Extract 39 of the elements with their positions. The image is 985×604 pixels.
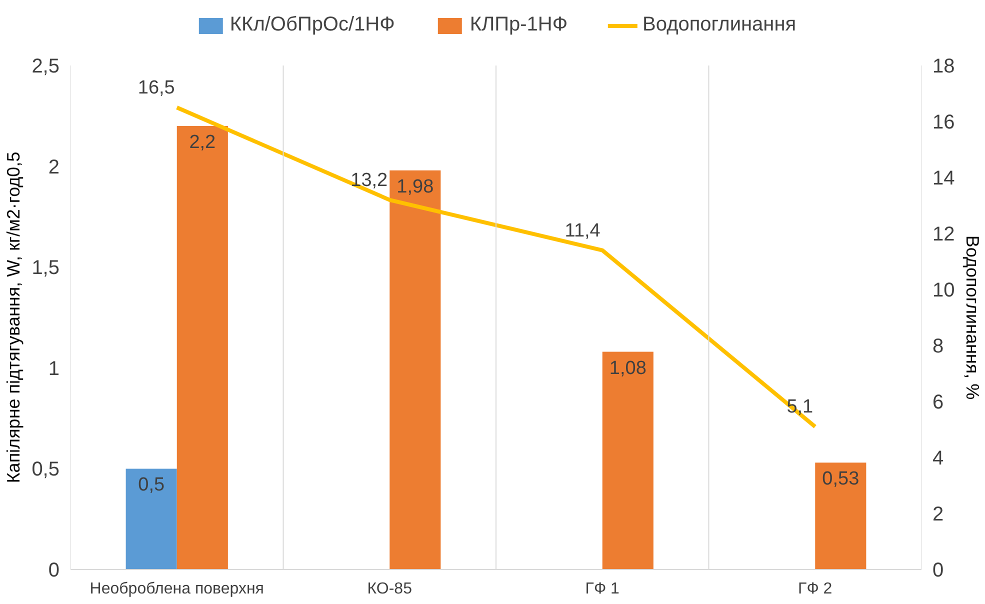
data-label: 0,53	[822, 468, 860, 490]
y-tick-label: 1,5	[32, 257, 60, 280]
y2-tick-label: 4	[932, 448, 944, 470]
y2-tick-label: 16	[932, 112, 955, 134]
y2-tick-label: 2	[932, 504, 944, 526]
legend-label: ККл/ОбПрОс/1НФ	[230, 14, 395, 36]
y2-tick-label: 18	[932, 56, 955, 78]
y2-tick-label: 10	[932, 280, 955, 302]
data-label: 1,98	[396, 176, 434, 198]
data-label: 1,08	[609, 358, 646, 379]
y-axis-title: Капілярне підтягування, W, кг/м2·год0,5	[4, 152, 24, 484]
x-tick-label: ГФ 1	[585, 580, 620, 598]
data-label: 16,5	[138, 78, 175, 98]
data-label: 11,4	[564, 220, 601, 242]
y-tick-label: 2,5	[32, 56, 60, 78]
line-series	[174, 106, 818, 429]
legend-label: КЛПр-1НФ	[470, 14, 568, 36]
y2-tick-label: 12	[932, 224, 955, 246]
y-tick-label: 2	[48, 156, 60, 178]
bar	[390, 170, 441, 570]
x-tick-label: ГФ 2	[798, 580, 832, 598]
data-label: 13,2	[350, 170, 388, 191]
y-tick-label: 0	[48, 560, 60, 582]
y-tick-label: 1	[48, 358, 60, 380]
x-tick-label: Необроблена поверхня	[90, 580, 264, 598]
x-tick-label: КО-85	[367, 580, 412, 598]
data-label: 0,5	[138, 474, 165, 496]
bar	[176, 126, 228, 570]
y2-tick-label: 0	[932, 560, 944, 582]
y2-axis-title: Водопоглинання, %	[962, 235, 983, 400]
y2-tick-label: 6	[932, 392, 944, 414]
bar	[815, 462, 866, 570]
y2-tick-label: 14	[932, 168, 955, 190]
legend-label: Водопоглинання	[642, 14, 796, 36]
bar	[126, 468, 177, 570]
data-label: 2,2	[189, 132, 216, 153]
y2-tick-label: 8	[932, 336, 944, 358]
y-tick-label: 0,5	[32, 458, 60, 481]
bar	[602, 352, 654, 570]
